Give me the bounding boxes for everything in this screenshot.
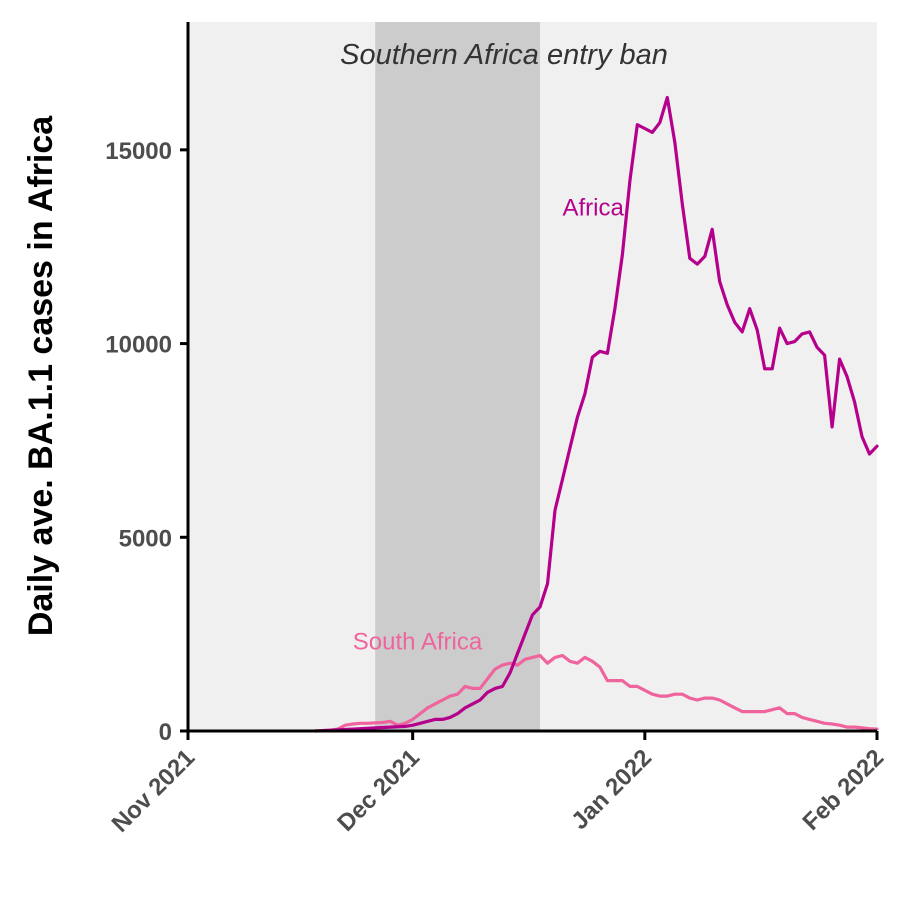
- y-tick-label: 0: [159, 719, 172, 746]
- y-tick-label: 15000: [105, 138, 172, 165]
- series-layer: South Africa Africa: [313, 95, 879, 733]
- x-axis-ticks: Nov 2021 Dec 2021 Jan 2022 Feb 2022: [107, 731, 890, 838]
- y-tick-label: 10000: [105, 332, 172, 359]
- entry-ban-annotation: Southern Africa entry ban: [340, 39, 668, 71]
- africa-series-line: [313, 95, 879, 733]
- africa-series-label: Africa: [562, 195, 624, 222]
- x-tick-label: Feb 2022: [798, 744, 890, 836]
- y-axis-label: Daily ave. BA.1.1 cases in Africa: [22, 115, 60, 636]
- south-africa-series-line: [313, 653, 879, 733]
- x-tick-label: Dec 2021: [332, 744, 425, 837]
- y-tick-label: 5000: [119, 525, 172, 552]
- entry-ban-shaded-region: [375, 22, 540, 731]
- x-tick-label: Jan 2022: [566, 744, 657, 835]
- x-tick-label: Nov 2021: [107, 744, 201, 838]
- y-axis-ticks: 0 5000 10000 15000: [105, 138, 188, 746]
- south-africa-series-label: South Africa: [353, 629, 483, 656]
